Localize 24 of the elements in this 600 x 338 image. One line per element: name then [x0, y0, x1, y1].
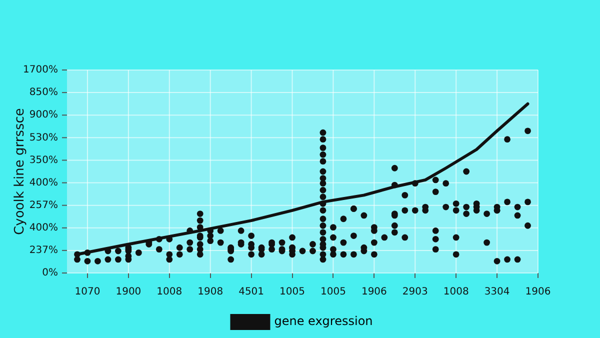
text: 237% — [29, 245, 58, 256]
text: 530% — [29, 132, 58, 144]
x-tick-label: 1908 — [198, 286, 224, 298]
x-tick-label: 4501 — [238, 286, 264, 298]
text: 350% — [29, 154, 58, 166]
x-tick-label: 1005 — [280, 286, 305, 298]
x-tick-label: 1900 — [116, 286, 142, 298]
x-tick-label: 1906 — [525, 286, 551, 298]
text: 0% — [42, 268, 58, 279]
x-tick-label: 1906 — [361, 286, 387, 298]
text: 257% — [29, 200, 58, 211]
text: 400% — [29, 177, 58, 188]
legend-label: gene exgression — [274, 314, 373, 328]
x-tick-label: 1008 — [156, 286, 182, 298]
x-tick-label: 1008 — [443, 286, 469, 298]
x-tick-label: 2903 — [402, 286, 428, 298]
text: 1700% — [23, 64, 58, 76]
text: 850% — [29, 87, 58, 98]
x-tick-label: 1005 — [320, 286, 346, 298]
x-tick-label: 3304 — [484, 286, 510, 298]
text: 400% — [29, 222, 58, 234]
x-tick-label: 1070 — [74, 286, 100, 298]
y-axis-title: Cyoolk kine grrssce — [12, 108, 28, 235]
text: 900% — [29, 110, 58, 121]
